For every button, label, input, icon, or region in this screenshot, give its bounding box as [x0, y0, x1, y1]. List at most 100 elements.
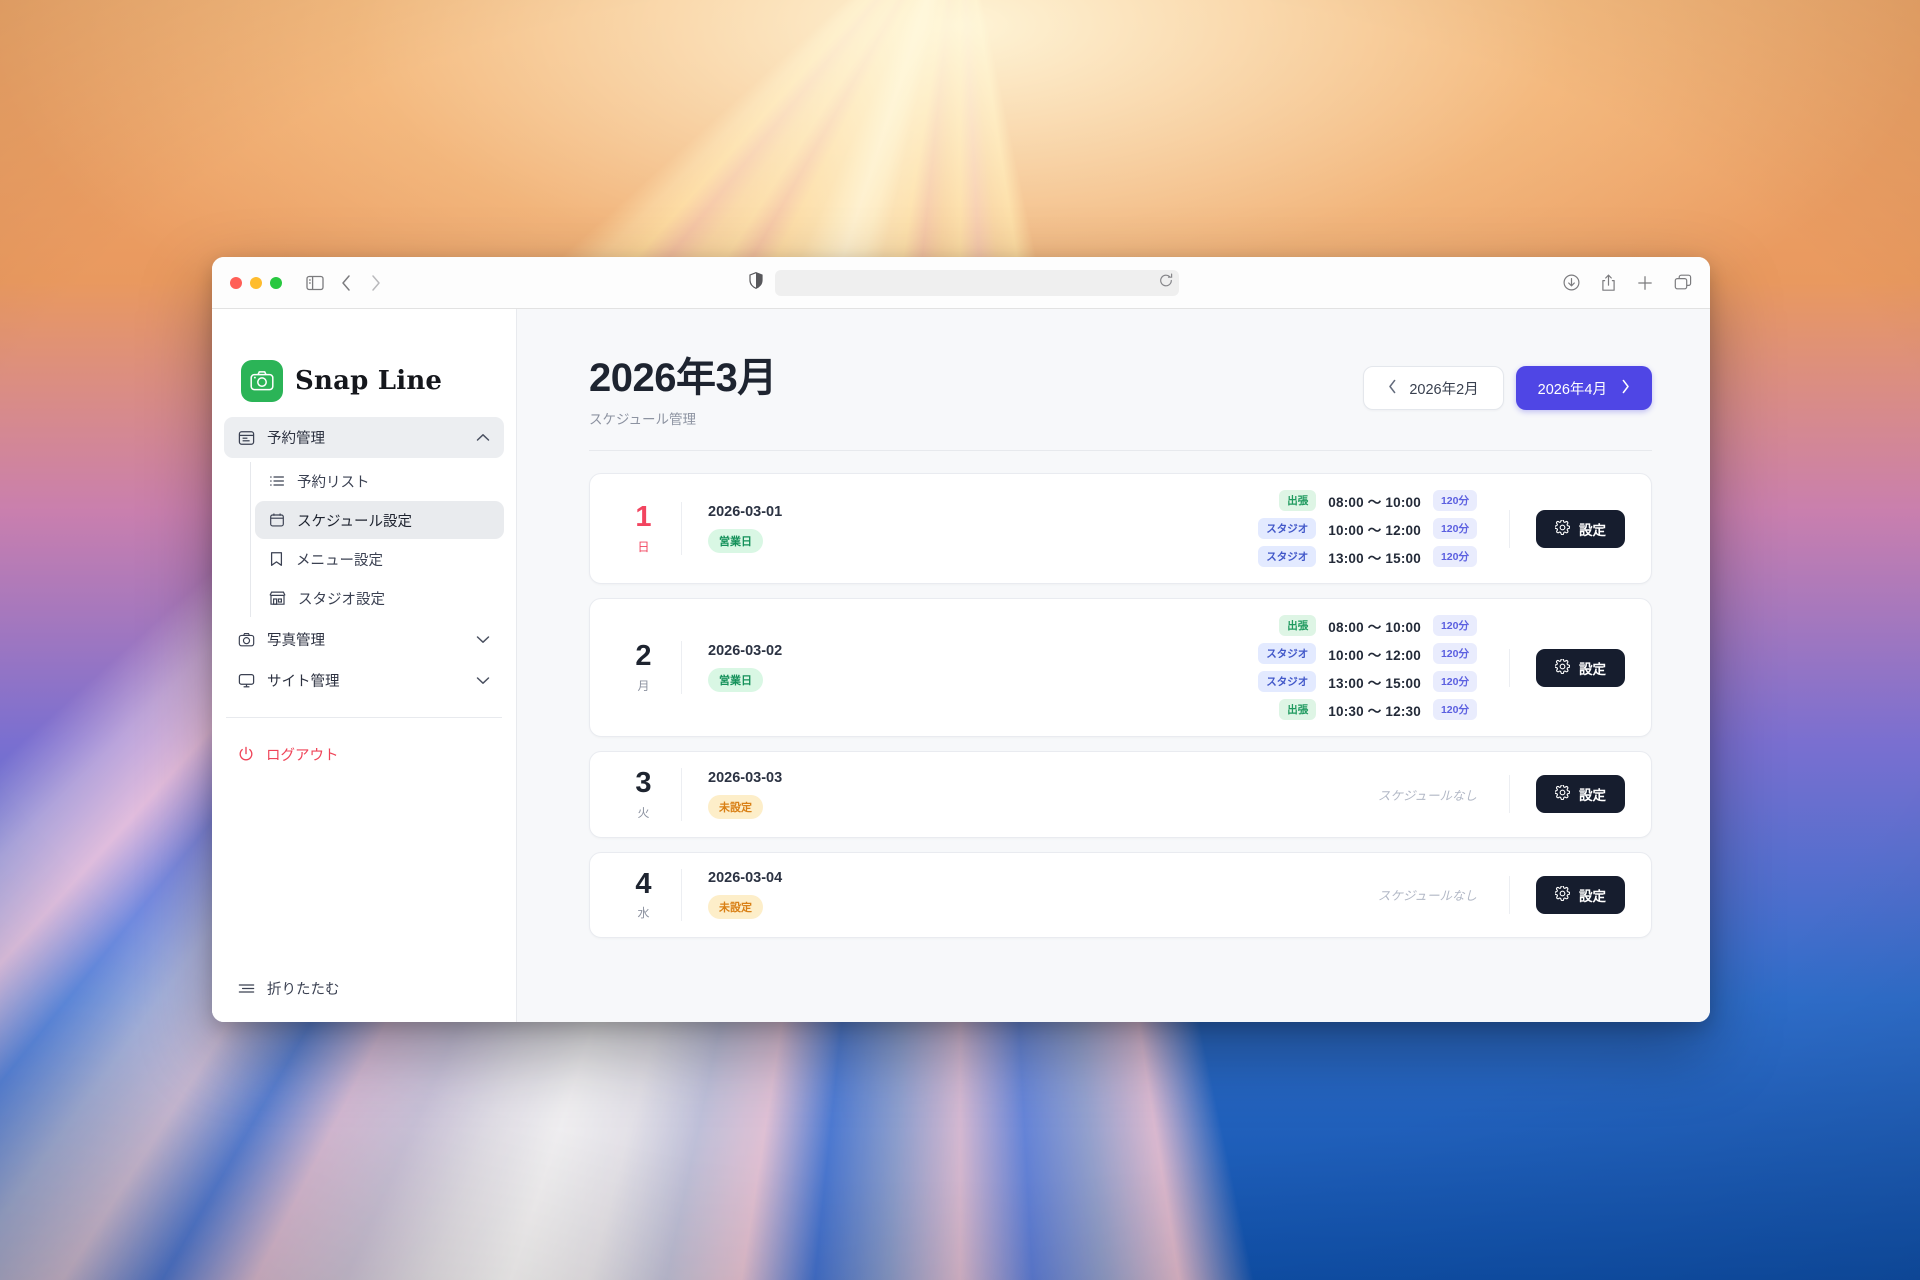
slot-time-range: 10:00 〜 12:00 — [1328, 522, 1421, 538]
day-number: 4 — [635, 867, 652, 900]
sidebar-item-label: サイト管理 — [267, 674, 340, 690]
time-slot: 出張 08:00 〜 10:00 120分 — [1279, 615, 1477, 637]
slot-type-badge: 出張 — [1279, 615, 1317, 637]
slot-type-badge: 出張 — [1279, 490, 1317, 512]
time-slot: 出張 08:00 〜 10:00 120分 — [1279, 490, 1477, 512]
maximize-window-button[interactable] — [270, 276, 282, 289]
day-number: 3 — [635, 767, 652, 800]
schedule-day-card: 2 月 2026-03-02 営業日 出張 08:00 〜 10:00 120分 スタジオ 10… — [589, 598, 1652, 738]
share-icon[interactable] — [1601, 274, 1616, 292]
gear-icon — [1554, 657, 1571, 677]
sidebar-toggle-icon[interactable] — [306, 275, 324, 291]
prev-month-button[interactable]: 2026年2月 — [1363, 366, 1504, 410]
status-badge: 未設定 — [708, 895, 763, 920]
day-number: 2 — [635, 640, 652, 673]
brand[interactable]: Snap Line — [212, 309, 516, 417]
sidebar-item-photo-management[interactable]: 写真管理 — [224, 619, 504, 660]
forward-arrow-icon[interactable] — [369, 274, 382, 292]
settings-label: 設定 — [1579, 888, 1606, 904]
settings-label: 設定 — [1579, 661, 1606, 677]
shield-icon[interactable] — [749, 271, 763, 294]
back-arrow-icon[interactable] — [340, 274, 353, 292]
collapse-label: 折りたたむ — [267, 981, 340, 998]
slot-time-range: 13:00 〜 15:00 — [1328, 675, 1421, 691]
bookmark-icon — [269, 551, 284, 567]
day-settings-button[interactable]: 設定 — [1536, 875, 1625, 914]
day-settings-button[interactable]: 設定 — [1536, 509, 1625, 548]
sidebar-item-site-management[interactable]: サイト管理 — [224, 660, 504, 701]
settings-label: 設定 — [1579, 522, 1606, 538]
settings-label: 設定 — [1579, 788, 1606, 804]
slot-time-range: 08:00 〜 10:00 — [1328, 619, 1421, 635]
gear-icon — [1554, 885, 1571, 904]
no-schedule-label: スケジュールなし — [1377, 788, 1477, 803]
reload-icon[interactable] — [1159, 273, 1173, 293]
slot-duration-badge: 120分 — [1432, 518, 1477, 540]
collapse-sidebar-button[interactable]: 折りたたむ — [224, 968, 504, 1008]
sidebar-item-reservation-management[interactable]: 予約管理 — [224, 417, 504, 458]
time-slot-list: 出張 08:00 〜 10:00 120分 スタジオ 10:00 〜 12:00 120分… — [1258, 490, 1477, 568]
time-slot: スタジオ 13:00 〜 15:00 120分 — [1258, 546, 1477, 568]
chevron-down-icon[interactable] — [476, 673, 490, 689]
slot-time-range: 13:00 〜 15:00 — [1328, 550, 1421, 566]
next-month-button[interactable]: 2026年4月 — [1515, 366, 1652, 410]
slot-duration-badge: 120分 — [1432, 699, 1477, 721]
gear-icon — [1554, 518, 1571, 538]
chevron-right-icon — [1621, 379, 1630, 398]
sidebar-item-menu-settings[interactable]: メニュー設定 — [255, 540, 504, 578]
sidebar: Snap Line 予約管理 — [212, 309, 517, 1022]
minimize-window-button[interactable] — [250, 276, 262, 289]
page-title: 2026年3月 — [589, 356, 777, 400]
logout-button[interactable]: ログアウト — [224, 734, 504, 774]
sidebar-divider — [226, 717, 502, 718]
day-date: 2026-03-04 — [708, 870, 783, 887]
sidebar-item-label: スケジュール設定 — [297, 513, 412, 530]
page-title-block: 2026年3月 スケジュール管理 — [589, 356, 777, 428]
chevron-down-icon[interactable] — [476, 632, 490, 648]
time-slot: 出張 10:30 〜 12:30 120分 — [1279, 699, 1477, 721]
day-settings-button[interactable]: 設定 — [1536, 775, 1625, 814]
day-card-action: 設定 — [1509, 648, 1625, 687]
next-month-label: 2026年4月 — [1537, 381, 1607, 398]
sidebar-item-schedule-settings[interactable]: スケジュール設定 — [255, 501, 504, 539]
day-meta: 2026-03-01 営業日 — [708, 504, 938, 554]
sidebar-item-label: 予約管理 — [267, 431, 325, 447]
sidebar-subnav: 予約リスト スケジュール設定 — [250, 462, 504, 617]
camera-outline-icon — [238, 631, 255, 648]
day-meta: 2026-03-04 未設定 — [708, 870, 938, 920]
slot-duration-badge: 120分 — [1432, 615, 1477, 637]
sidebar-item-label: 予約リスト — [297, 474, 370, 491]
sidebar-item-label: 写真管理 — [267, 633, 325, 649]
url-input[interactable] — [775, 269, 1179, 296]
schedule-day-card: 1 日 2026-03-01 営業日 出張 08:00 〜 10:00 120分 スタジオ 10… — [589, 473, 1652, 585]
day-settings-button[interactable]: 設定 — [1536, 648, 1625, 687]
slot-duration-badge: 120分 — [1432, 490, 1477, 512]
monitor-icon — [238, 672, 255, 689]
main-content: 2026年3月 スケジュール管理 2026年2月 2026年4月 — [517, 309, 1710, 1022]
download-icon[interactable] — [1563, 274, 1580, 291]
close-window-button[interactable] — [230, 276, 242, 289]
status-badge: 営業日 — [708, 529, 763, 554]
sidebar-nav: 予約管理 — [212, 417, 516, 701]
logout-label: ログアウト — [266, 747, 339, 764]
day-of-week: 日 — [637, 539, 650, 554]
sidebar-item-reservation-list[interactable]: 予約リスト — [255, 462, 504, 500]
power-icon — [238, 746, 254, 762]
browser-toolbar — [212, 257, 1710, 309]
day-date: 2026-03-01 — [708, 504, 783, 521]
window-controls[interactable] — [230, 276, 282, 289]
tab-overview-icon[interactable] — [1674, 274, 1692, 291]
day-of-week: 月 — [637, 678, 650, 693]
plus-icon[interactable] — [1637, 275, 1653, 291]
chevron-up-icon[interactable] — [476, 430, 490, 446]
no-schedule-label: スケジュールなし — [1377, 889, 1477, 904]
day-meta: 2026-03-02 営業日 — [708, 643, 938, 693]
address-bar-area — [749, 269, 1179, 296]
prev-month-label: 2026年2月 — [1409, 381, 1479, 398]
sidebar-item-studio-settings[interactable]: スタジオ設定 — [255, 579, 504, 617]
calendar-blank-icon — [269, 512, 285, 528]
